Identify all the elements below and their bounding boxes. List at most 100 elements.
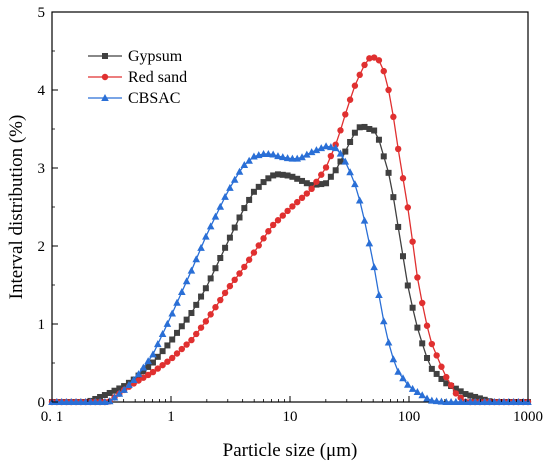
data-point	[187, 266, 196, 274]
data-point	[375, 291, 383, 299]
data-point	[317, 144, 326, 152]
data-point	[419, 299, 426, 307]
data-point	[274, 217, 282, 224]
x-tick-label: 1	[167, 409, 175, 425]
data-point	[211, 212, 220, 220]
data-point	[198, 293, 205, 300]
data-point	[389, 355, 398, 363]
data-point	[504, 398, 513, 405]
data-point	[284, 172, 291, 179]
data-point	[428, 365, 435, 372]
data-point	[269, 150, 277, 158]
data-point	[235, 167, 244, 175]
data-point	[217, 255, 224, 262]
data-point	[347, 138, 354, 145]
data-point	[116, 385, 123, 392]
data-point	[178, 288, 186, 296]
data-point	[173, 298, 181, 306]
ticks-layer: 0. 1 1 10 100 1000 0 1 2 3 4 5	[38, 5, 544, 425]
data-point	[105, 397, 114, 405]
data-point	[379, 317, 388, 325]
data-point	[351, 82, 359, 89]
data-point	[341, 157, 350, 165]
series-cbsac	[48, 142, 532, 405]
data-point	[240, 160, 249, 168]
data-point	[337, 127, 344, 134]
data-point	[250, 188, 257, 195]
data-point	[423, 394, 431, 402]
data-point	[307, 148, 316, 156]
y-axis-title: Interval distribution (%)	[6, 115, 27, 300]
data-point	[308, 182, 315, 189]
data-point	[241, 205, 248, 212]
x-tick-label: 1000	[513, 409, 543, 425]
data-point	[375, 57, 383, 64]
data-point	[399, 374, 407, 382]
data-point	[452, 385, 459, 392]
data-point	[288, 154, 297, 162]
data-point	[222, 244, 229, 251]
data-point	[216, 202, 225, 210]
data-point	[419, 340, 426, 347]
data-point	[456, 398, 465, 405]
data-point	[149, 368, 157, 376]
data-point	[433, 370, 440, 377]
data-point	[188, 336, 195, 344]
x-axis-title: Particle size (μm)	[223, 440, 358, 461]
data-point	[178, 345, 186, 353]
data-point	[226, 282, 234, 290]
data-point	[394, 367, 402, 375]
data-point	[318, 171, 325, 178]
data-point	[164, 358, 171, 365]
data-point	[409, 238, 416, 245]
data-point	[428, 396, 436, 404]
data-point	[226, 183, 234, 191]
data-point	[403, 380, 412, 388]
data-point	[149, 359, 156, 366]
data-point	[399, 253, 406, 260]
data-point	[361, 123, 368, 130]
data-point	[289, 173, 296, 180]
data-point	[289, 203, 296, 210]
data-point	[154, 365, 161, 372]
data-point	[158, 330, 167, 338]
data-point	[395, 223, 402, 230]
y-tick-label: 2	[38, 239, 46, 255]
data-point	[169, 336, 176, 343]
data-point	[125, 380, 133, 388]
data-point	[370, 263, 378, 271]
data-point	[476, 398, 484, 405]
data-point	[351, 129, 358, 136]
data-point	[471, 398, 479, 405]
data-point	[193, 330, 200, 338]
data-point	[169, 354, 176, 362]
data-point	[380, 153, 387, 160]
data-point	[106, 389, 113, 396]
data-point	[245, 256, 253, 263]
y-tick-label: 0	[38, 395, 46, 411]
data-point	[202, 285, 209, 292]
y-tick-label: 3	[38, 161, 46, 177]
data-point	[264, 149, 273, 157]
data-point	[182, 277, 191, 285]
data-point	[283, 154, 292, 162]
data-point	[274, 152, 282, 160]
data-point	[284, 207, 291, 215]
data-point	[192, 255, 201, 263]
data-point	[230, 175, 239, 183]
legend-marker	[101, 94, 109, 101]
x-tick-label: 10	[283, 409, 298, 425]
data-point	[327, 173, 334, 180]
data-point	[303, 190, 311, 197]
data-point	[433, 352, 440, 359]
data-point	[231, 224, 238, 231]
data-point	[322, 142, 330, 150]
data-point	[356, 124, 363, 131]
data-point	[346, 96, 354, 103]
data-point	[394, 145, 402, 153]
data-point	[303, 180, 310, 187]
legend-label: Gypsum	[128, 48, 183, 65]
data-point	[355, 196, 364, 204]
data-point	[144, 371, 152, 379]
